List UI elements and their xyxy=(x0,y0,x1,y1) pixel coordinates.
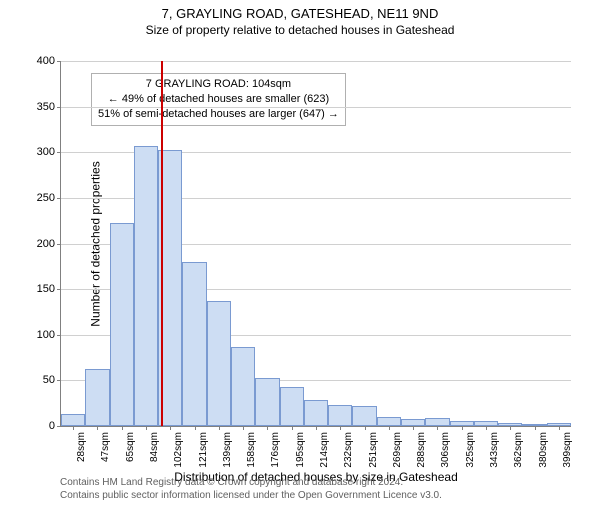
histogram-bar xyxy=(328,405,352,426)
xtick-mark xyxy=(510,426,511,430)
histogram-bar xyxy=(61,414,85,426)
xtick-mark xyxy=(146,426,147,430)
xtick-label: 139sqm xyxy=(222,432,233,468)
xtick-label: 176sqm xyxy=(270,432,281,468)
xtick-mark xyxy=(437,426,438,430)
xtick-label: 251sqm xyxy=(368,432,379,468)
histogram-bar xyxy=(304,400,328,426)
histogram-bar xyxy=(255,378,279,426)
annotation-box: 7 GRAYLING ROAD: 104sqm ← 49% of detache… xyxy=(91,73,346,126)
ytick-label: 250 xyxy=(37,192,61,204)
xtick-mark xyxy=(413,426,414,430)
xtick-mark xyxy=(219,426,220,430)
xtick-label: 362sqm xyxy=(513,432,524,468)
footer-line-2: Contains public sector information licen… xyxy=(60,490,442,503)
xtick-label: 399sqm xyxy=(562,432,573,468)
ytick-label: 50 xyxy=(43,374,61,386)
histogram-bar xyxy=(207,301,231,426)
xtick-label: 65sqm xyxy=(125,432,136,462)
xtick-mark xyxy=(243,426,244,430)
xtick-label: 28sqm xyxy=(76,432,87,462)
xtick-label: 158sqm xyxy=(246,432,257,468)
histogram-bar xyxy=(182,262,206,426)
xtick-label: 343sqm xyxy=(489,432,500,468)
property-marker-line xyxy=(161,61,163,426)
xtick-mark xyxy=(365,426,366,430)
xtick-label: 195sqm xyxy=(295,432,306,468)
xtick-mark xyxy=(486,426,487,430)
xtick-label: 380sqm xyxy=(538,432,549,468)
histogram-bar xyxy=(85,369,109,426)
histogram-bar xyxy=(377,417,401,426)
xtick-label: 214sqm xyxy=(319,432,330,468)
xtick-label: 269sqm xyxy=(392,432,403,468)
ytick-label: 300 xyxy=(37,146,61,158)
xtick-mark xyxy=(535,426,536,430)
ytick-label: 100 xyxy=(37,329,61,341)
xtick-mark xyxy=(122,426,123,430)
gridline xyxy=(61,61,571,62)
ytick-label: 200 xyxy=(37,238,61,250)
histogram-plot: Number of detached properties Distributi… xyxy=(60,61,571,427)
xtick-mark xyxy=(292,426,293,430)
xtick-mark xyxy=(195,426,196,430)
page-subtitle: Size of property relative to detached ho… xyxy=(0,23,600,37)
xtick-label: 84sqm xyxy=(149,432,160,462)
histogram-bar xyxy=(231,347,255,426)
xtick-label: 102sqm xyxy=(173,432,184,468)
xtick-label: 288sqm xyxy=(416,432,427,468)
xtick-mark xyxy=(267,426,268,430)
xtick-label: 47sqm xyxy=(100,432,111,462)
xtick-label: 306sqm xyxy=(440,432,451,468)
xtick-mark xyxy=(73,426,74,430)
ytick-label: 0 xyxy=(49,420,61,432)
xtick-mark xyxy=(97,426,98,430)
annotation-line-1: 7 GRAYLING ROAD: 104sqm xyxy=(98,77,339,92)
histogram-bar xyxy=(401,419,425,426)
histogram-bar xyxy=(425,418,449,426)
page-title: 7, GRAYLING ROAD, GATESHEAD, NE11 9ND xyxy=(0,6,600,21)
annotation-line-3: 51% of semi-detached houses are larger (… xyxy=(98,107,339,122)
ytick-label: 400 xyxy=(37,55,61,67)
ytick-label: 150 xyxy=(37,283,61,295)
xtick-label: 121sqm xyxy=(198,432,209,468)
footer-attribution: Contains HM Land Registry data © Crown c… xyxy=(60,477,442,502)
xtick-label: 232sqm xyxy=(343,432,354,468)
histogram-bar xyxy=(134,146,158,426)
ytick-label: 350 xyxy=(37,101,61,113)
histogram-bar xyxy=(352,406,376,426)
footer-line-1: Contains HM Land Registry data © Crown c… xyxy=(60,477,442,490)
histogram-bar xyxy=(110,223,134,426)
xtick-mark xyxy=(462,426,463,430)
xtick-mark xyxy=(316,426,317,430)
histogram-bar xyxy=(280,387,304,426)
xtick-label: 325sqm xyxy=(465,432,476,468)
xtick-mark xyxy=(559,426,560,430)
xtick-mark xyxy=(170,426,171,430)
xtick-mark xyxy=(389,426,390,430)
xtick-mark xyxy=(340,426,341,430)
gridline xyxy=(61,107,571,108)
annotation-line-2: ← 49% of detached houses are smaller (62… xyxy=(98,92,339,107)
